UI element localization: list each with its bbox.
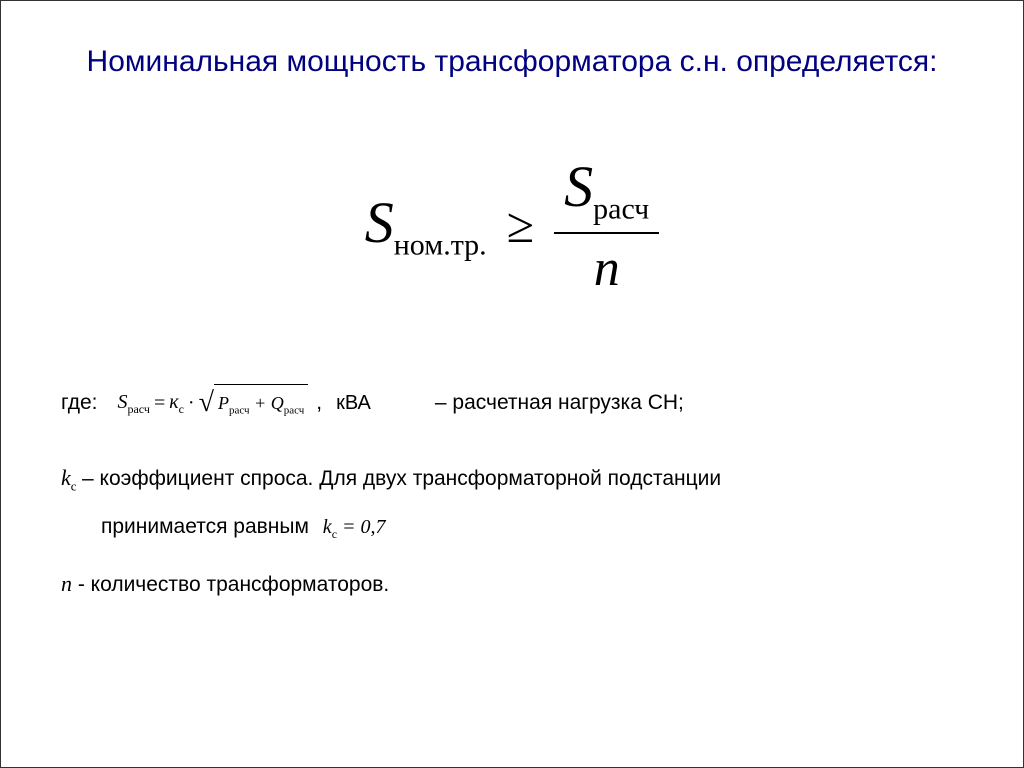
unit-label: кВА [336,385,371,421]
fraction-denominator: n [594,234,620,298]
definition-kc-line2: принимается равным kс = 0,7 [101,508,963,546]
srasch-var: Sрасч [117,384,149,421]
n-variable: n [61,571,72,596]
definition-kc-line1: kс – коэффициент спроса. Для двух трансф… [61,458,963,498]
definition-srasch: где: Sрасч = кс · √ Pрасч + Qрасч [61,378,963,428]
dot-sign: · [188,385,195,421]
kc-desc2: принимается равным [101,515,309,538]
slide-title: Номинальная мощность трансформатора с.н.… [61,41,963,83]
eq-sign: = [154,385,165,421]
kc-desc1: – коэффициент спроса. Для двух трансформ… [82,467,721,490]
num-sub: расч [593,193,649,226]
num-var: S [564,154,593,219]
kc-value: kс = 0,7 [323,516,386,538]
kc-variable: kс [61,465,82,490]
formula-row: Sном.тр. ≥ Sрасч n [365,153,660,298]
lhs-var: S [365,190,394,255]
definition-n: n - количество трансформаторов. [61,564,963,604]
slide-container: Номинальная мощность трансформатора с.н.… [1,1,1023,767]
kc-var-inline: кс [169,384,184,421]
where-label: где: [61,384,97,422]
sqrt-wrapper: √ Pрасч + Qрасч [199,378,309,428]
comma: , [316,384,322,422]
n-desc: - количество трансформаторов. [78,573,389,596]
fraction-numerator: Sрасч [554,153,659,234]
srasch-formula: Sрасч = кс · √ Pрасч + Qрасч [117,378,308,428]
sqrt-content: Pрасч + Qрасч [214,384,308,421]
definitions-block: где: Sрасч = кс · √ Pрасч + Qрасч [61,378,963,604]
main-formula: Sном.тр. ≥ Sрасч n [61,153,963,298]
operator: ≥ [507,196,534,254]
lhs-sub: ном.тр. [394,228,487,261]
srasch-desc: – расчетная нагрузка СН; [435,384,684,422]
fraction: Sрасч n [554,153,659,298]
lhs-variable: Sном.тр. [365,189,487,263]
sqrt-icon: √ [199,378,214,428]
